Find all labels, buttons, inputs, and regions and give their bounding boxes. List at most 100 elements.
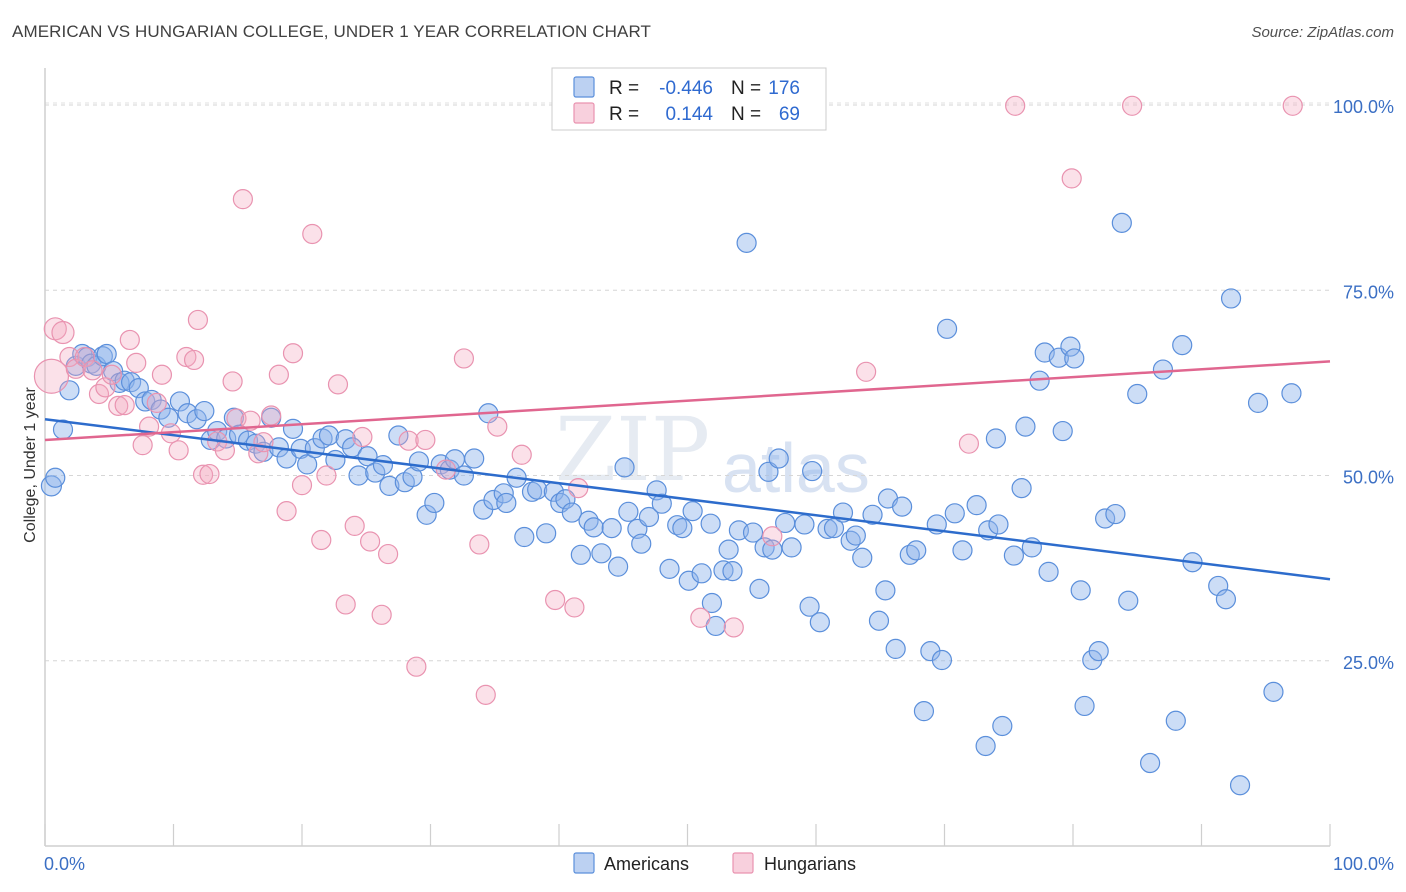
point-american [891, 496, 913, 517]
legend-n-label-americans: N = [731, 78, 761, 99]
point-hungarian [240, 410, 261, 431]
point-hungarian [151, 364, 173, 385]
point-hungarian [302, 223, 323, 245]
point-american [651, 493, 672, 514]
point-hungarian [268, 364, 289, 385]
point-hungarian [248, 443, 269, 464]
point-hungarian [282, 343, 304, 364]
point-american [379, 475, 400, 496]
point-hungarian [192, 464, 214, 485]
point-american [150, 399, 171, 420]
point-hungarian [511, 444, 532, 465]
series-americans [40, 212, 1302, 796]
point-american [700, 513, 721, 534]
point-hungarian [568, 478, 589, 499]
point-american [1220, 288, 1242, 309]
legend-r-value-hungarians: 0.144 [665, 104, 713, 125]
point-american [749, 578, 770, 599]
legend-box [551, 67, 827, 131]
point-american [631, 533, 652, 554]
point-hungarian [108, 395, 129, 416]
point-american [348, 465, 369, 486]
point-american [936, 318, 958, 339]
source-credit: Source: ZipAtlas.com [1251, 24, 1394, 41]
point-hungarian [261, 405, 282, 426]
point-american [1229, 775, 1251, 796]
point-american [583, 517, 604, 538]
point-hungarian [114, 395, 135, 416]
point-american [1015, 416, 1036, 437]
point-american [754, 537, 775, 558]
point-american [944, 503, 965, 524]
point-hungarian [176, 346, 197, 368]
point-american [45, 467, 66, 488]
point-american [1152, 359, 1174, 380]
point-hungarian [564, 597, 585, 618]
point-hungarian [311, 529, 332, 551]
bottom-legend: Americans Hungarians [573, 852, 856, 874]
point-american [186, 409, 207, 430]
point-hungarian [1061, 168, 1082, 189]
point-american [1247, 392, 1269, 414]
point-american [722, 561, 743, 582]
point-american [408, 451, 430, 472]
series-hungarians [33, 95, 1303, 705]
bottom-legend-swatch-hungarians [732, 852, 754, 874]
point-hungarian [82, 360, 103, 381]
point-american [365, 462, 386, 483]
point-hungarian [958, 433, 980, 454]
point-hungarian [146, 392, 167, 414]
point-hungarian [59, 346, 80, 368]
point-american [1215, 589, 1237, 610]
point-american [514, 526, 535, 548]
point-american [1064, 348, 1085, 369]
point-american [691, 563, 712, 584]
point-american [464, 448, 485, 469]
point-hungarian [276, 500, 297, 522]
y-tick-label: 25.0% [1343, 653, 1394, 673]
point-american [672, 518, 693, 539]
point-american [768, 448, 789, 469]
point-hungarian [1122, 95, 1143, 116]
point-hungarian [406, 656, 427, 677]
point-hungarian [316, 465, 337, 486]
point-hungarian [453, 348, 475, 369]
point-american [718, 539, 739, 560]
y-tick-label: 75.0% [1343, 282, 1394, 302]
point-american [701, 592, 723, 614]
point-american [1070, 580, 1091, 601]
point-american [885, 638, 906, 660]
point-american [1060, 336, 1081, 357]
point-hungarian [377, 543, 399, 565]
point-american [128, 377, 149, 399]
chart-title: AMERICAN VS HUNGARIAN COLLEGE, UNDER 1 Y… [12, 22, 652, 41]
point-american [913, 701, 935, 722]
point-hungarian [33, 358, 70, 394]
point-hungarian [762, 526, 783, 547]
x-tick-label-max: 100.0% [1333, 854, 1394, 874]
point-american [570, 544, 591, 565]
point-american [794, 514, 815, 535]
point-american [388, 425, 409, 446]
point-hungarian [119, 329, 140, 351]
point-american [618, 501, 639, 522]
point-american [781, 537, 802, 558]
y-axis-label: College, Under 1 year [22, 387, 39, 543]
point-american [601, 518, 622, 539]
point-american [282, 418, 304, 439]
legend-r-label-americans: R = [609, 78, 639, 99]
legend: R = -0.446 N = 176 R = 0.144 N = 69 [551, 67, 827, 131]
point-american [1038, 561, 1059, 582]
point-american [906, 540, 927, 561]
point-hungarian [95, 377, 116, 398]
point-hungarian [327, 374, 349, 395]
point-american [424, 492, 445, 514]
point-american [1263, 681, 1284, 702]
point-hungarian [199, 463, 220, 485]
point-american [496, 492, 517, 514]
point-american [335, 429, 356, 450]
point-american [802, 460, 823, 482]
point-hungarian [545, 589, 566, 611]
point-hungarian [222, 371, 243, 392]
point-american [591, 543, 612, 564]
